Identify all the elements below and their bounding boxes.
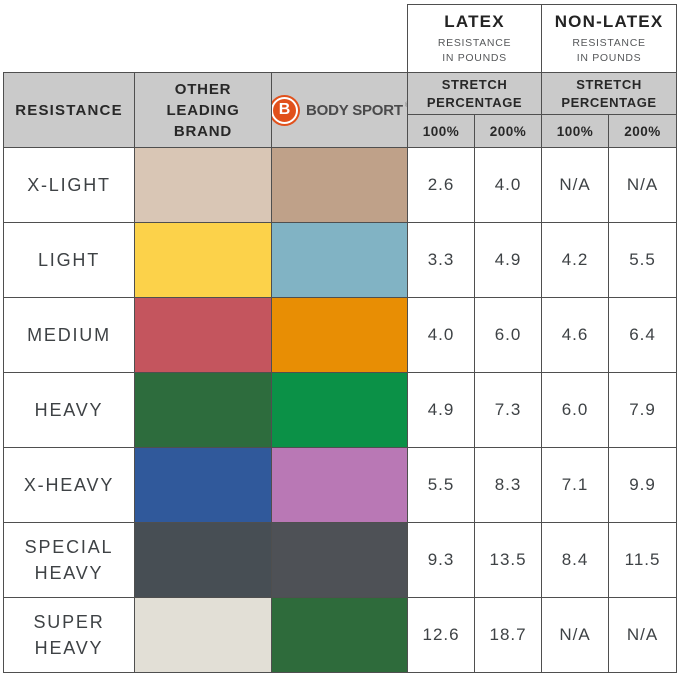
- latex-100-value: 9.3: [407, 522, 476, 598]
- latex-200-header: 200%: [474, 114, 543, 148]
- table-row-light: LIGHT 3.3 4.9 4.2 5.5: [3, 222, 678, 298]
- non-latex-100-value: 4.2: [541, 222, 610, 298]
- table-row-special-heavy: SPECIAL HEAVY 9.3 13.5 8.4 11.5: [3, 522, 678, 598]
- body-sport-logo-icon: B: [272, 94, 300, 126]
- latex-200-value: 4.9: [474, 222, 543, 298]
- non-latex-title: NON-LATEX: [554, 12, 664, 32]
- non-latex-200-header: 200%: [608, 114, 678, 148]
- table-row-heavy: HEAVY 4.9 7.3 6.0 7.9: [3, 372, 678, 448]
- non-latex-200-value: 9.9: [608, 447, 678, 523]
- resistance-level-label: MEDIUM: [3, 297, 135, 373]
- empty-corner: [3, 4, 408, 73]
- latex-200-value: 13.5: [474, 522, 543, 598]
- other-brand-swatch: [134, 297, 272, 373]
- other-brand-swatch: [134, 597, 272, 673]
- other-brand-swatch: [134, 372, 272, 448]
- body-sport-swatch: [270, 222, 409, 298]
- latex-200-value: 4.0: [474, 147, 543, 223]
- other-brand-swatch: [134, 222, 272, 298]
- non-latex-subtitle: RESISTANCE IN POUNDS: [572, 37, 646, 64]
- body-sport-logo: B BODY SPORT ®: [272, 94, 407, 126]
- other-brand-swatch: [134, 522, 272, 598]
- non-latex-100-value: N/A: [541, 147, 610, 223]
- latex-100-value: 4.0: [407, 297, 476, 373]
- latex-200-value: 7.3: [474, 372, 543, 448]
- resistance-column-header: RESISTANCE: [3, 72, 135, 148]
- non-latex-100-value: 8.4: [541, 522, 610, 598]
- resistance-level-label: X-LIGHT: [3, 147, 135, 223]
- latex-100-value: 3.3: [407, 222, 476, 298]
- latex-stretch-percentage-header: STRETCH PERCENTAGE: [407, 72, 543, 115]
- latex-200-value: 6.0: [474, 297, 543, 373]
- latex-100-value: 4.9: [407, 372, 476, 448]
- resistance-level-label: SPECIAL HEAVY: [3, 522, 135, 598]
- non-latex-100-header: 100%: [541, 114, 610, 148]
- other-brand-swatch: [134, 147, 272, 223]
- non-latex-200-value: N/A: [608, 147, 678, 223]
- body-sport-swatch: [270, 297, 409, 373]
- non-latex-group-header: NON-LATEX RESISTANCE IN POUNDS: [541, 4, 678, 73]
- non-latex-stretch-percentage-header: STRETCH PERCENTAGE: [541, 72, 678, 115]
- non-latex-200-value: N/A: [608, 597, 678, 673]
- body-sport-swatch: [270, 147, 409, 223]
- resistance-level-label: HEAVY: [3, 372, 135, 448]
- latex-100-value: 5.5: [407, 447, 476, 523]
- non-latex-100-value: 6.0: [541, 372, 610, 448]
- latex-title: LATEX: [444, 12, 505, 32]
- non-latex-200-value: 7.9: [608, 372, 678, 448]
- latex-100-value: 12.6: [407, 597, 476, 673]
- body-sport-swatch: [270, 372, 409, 448]
- latex-100-value: 2.6: [407, 147, 476, 223]
- table-row-medium: MEDIUM 4.0 6.0 4.6 6.4: [3, 297, 678, 373]
- latex-group-header: LATEX RESISTANCE IN POUNDS: [407, 4, 543, 73]
- body-sport-swatch: [270, 597, 409, 673]
- non-latex-100-value: N/A: [541, 597, 610, 673]
- other-brand-swatch: [134, 447, 272, 523]
- table-row-x-heavy: X-HEAVY 5.5 8.3 7.1 9.9: [3, 447, 678, 523]
- resistance-level-label: LIGHT: [3, 222, 135, 298]
- resistance-level-label: X-HEAVY: [3, 447, 135, 523]
- non-latex-100-value: 7.1: [541, 447, 610, 523]
- resistance-table: LATEX RESISTANCE IN POUNDS NON-LATEX RES…: [3, 4, 678, 673]
- non-latex-100-value: 4.6: [541, 297, 610, 373]
- registered-trademark-icon: ®: [405, 102, 407, 109]
- resistance-level-label: SUPER HEAVY: [3, 597, 135, 673]
- table-row-x-light: X-LIGHT 2.6 4.0 N/A N/A: [3, 147, 678, 223]
- latex-200-value: 18.7: [474, 597, 543, 673]
- table-row-super-heavy: SUPER HEAVY 12.6 18.7 N/A N/A: [3, 597, 678, 673]
- brand-name: BODY SPORT: [305, 101, 403, 119]
- non-latex-200-value: 11.5: [608, 522, 678, 598]
- body-sport-swatch: [270, 522, 409, 598]
- non-latex-200-value: 6.4: [608, 297, 678, 373]
- other-leading-brand-column-header: OTHER LEADING BRAND: [134, 72, 272, 148]
- logo-letter: B: [278, 101, 291, 118]
- body-sport-column-header: B BODY SPORT ®: [270, 72, 409, 148]
- logo-ring: [272, 96, 298, 124]
- non-latex-200-value: 5.5: [608, 222, 678, 298]
- latex-subtitle: RESISTANCE IN POUNDS: [437, 37, 512, 64]
- body-sport-swatch: [270, 447, 409, 523]
- latex-200-value: 8.3: [474, 447, 543, 523]
- latex-100-header: 100%: [407, 114, 476, 148]
